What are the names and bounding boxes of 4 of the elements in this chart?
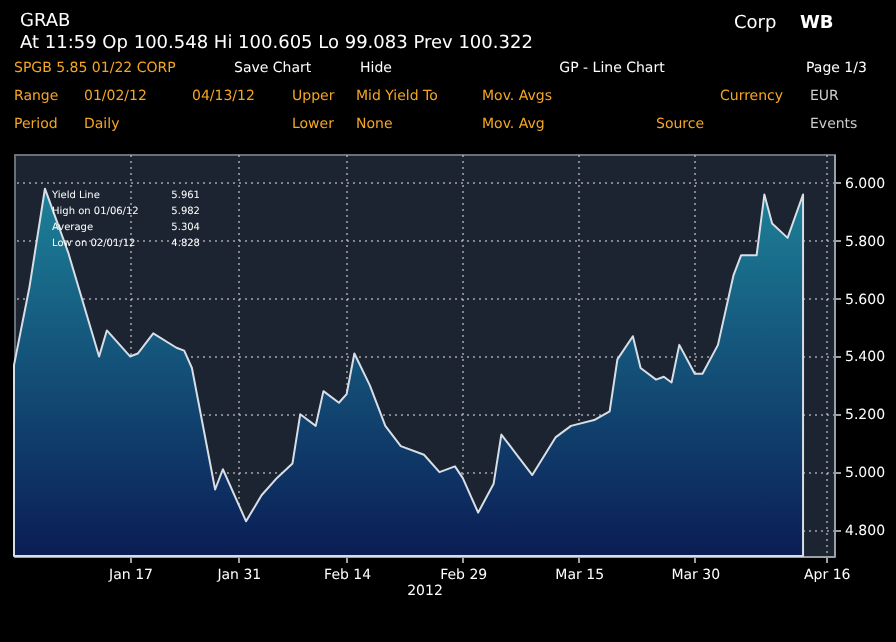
chart-title: GRAB bbox=[20, 12, 71, 32]
text: At 11:59 Op 100.548 Hi 100.605 Lo 99.083 Prev 100.322 bbox=[20, 34, 533, 54]
text: Corp bbox=[734, 14, 777, 34]
text: WB bbox=[800, 14, 834, 34]
